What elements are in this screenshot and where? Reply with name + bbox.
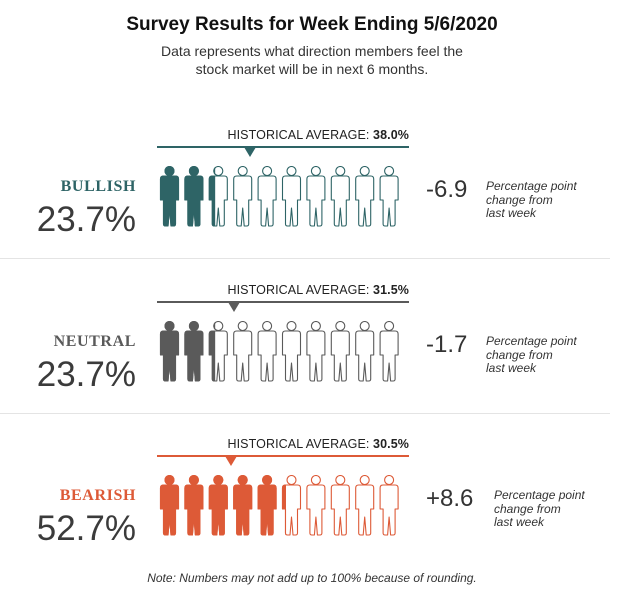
historical-average-label: HISTORICAL AVERAGE: 38.0%: [149, 128, 409, 142]
weekly-change-description: Percentage point change from last week: [486, 334, 577, 376]
row-divider: [0, 258, 610, 259]
historical-average-prefix: HISTORICAL AVERAGE:: [227, 437, 374, 451]
person-icon: [306, 321, 326, 382]
historical-average-value: 30.5%: [373, 437, 409, 451]
weekly-change-description: Percentage point change from last week: [494, 488, 585, 530]
person-icon: [281, 475, 302, 536]
historical-average-line: [157, 455, 409, 457]
person-icon: [355, 166, 375, 227]
people-pictograph: [159, 321, 399, 382]
person-icon: [159, 475, 180, 536]
person-icon: [306, 166, 326, 227]
person-icon: [355, 475, 375, 536]
person-icon: [379, 166, 399, 227]
change-desc-line-2: change from: [486, 192, 553, 207]
person-icon: [330, 321, 350, 382]
rounding-note: Note: Numbers may not add up to 100% bec…: [147, 571, 477, 585]
historical-average-value: 31.5%: [373, 283, 409, 297]
person-icon: [233, 166, 253, 227]
person-icon: [379, 321, 399, 382]
person-icon: [184, 475, 204, 536]
weekly-change-value: -1.7: [426, 331, 468, 358]
person-icon: [233, 321, 253, 382]
person-icon: [257, 321, 277, 382]
change-desc-line-1: Percentage point: [486, 334, 577, 348]
person-icon: [330, 166, 350, 227]
historical-average-label: HISTORICAL AVERAGE: 31.5%: [149, 283, 409, 297]
change-desc-line-3: last week: [486, 206, 537, 220]
person-icon: [208, 321, 228, 382]
change-desc-line-3: last week: [486, 361, 537, 375]
historical-average-line: [157, 301, 409, 303]
person-icon: [281, 321, 302, 382]
weekly-change-description: Percentage point change from last week: [486, 179, 577, 221]
historical-average-marker: [225, 456, 238, 466]
historical-average-marker: [227, 302, 240, 312]
category-percentage: 52.7%: [36, 509, 136, 548]
weekly-change-value: -6.9: [426, 176, 468, 203]
person-icon: [208, 475, 228, 536]
change-desc-line-1: Percentage point: [494, 488, 585, 502]
person-icon: [281, 166, 302, 227]
subtitle-line-2: stock market will be in next 6 months.: [195, 61, 429, 77]
historical-average-prefix: HISTORICAL AVERAGE:: [227, 128, 374, 142]
weekly-change-value: +8.6: [426, 485, 474, 512]
change-desc-line-2: change from: [486, 347, 553, 362]
category-name: BULLISH: [60, 178, 136, 195]
category-name: NEUTRAL: [53, 333, 136, 350]
row-bullish: HISTORICAL AVERAGE: 38.0% BULLISH 23.7% -6.…: [0, 128, 624, 278]
person-icon: [208, 166, 228, 227]
category-percentage: 23.7%: [36, 200, 136, 239]
historical-average-marker: [243, 147, 256, 157]
change-desc-line-2: change from: [494, 501, 561, 516]
historical-average-label: HISTORICAL AVERAGE: 30.5%: [149, 437, 409, 451]
historical-average-line: [157, 146, 409, 148]
person-icon: [257, 475, 277, 536]
row-neutral: HISTORICAL AVERAGE: 31.5% NEUTRAL 23.7% -1.…: [0, 283, 624, 433]
person-icon: [355, 321, 375, 382]
historical-average-prefix: HISTORICAL AVERAGE:: [227, 283, 374, 297]
person-icon: [257, 166, 277, 227]
change-desc-line-1: Percentage point: [486, 179, 577, 193]
chart-subtitle: Data represents what direction members f…: [0, 42, 624, 78]
category-percentage: 23.7%: [36, 355, 136, 394]
people-pictograph: [159, 166, 399, 227]
person-icon: [330, 475, 350, 536]
person-icon: [159, 166, 180, 227]
row-divider: [0, 413, 610, 414]
change-desc-line-3: last week: [494, 515, 545, 529]
person-icon: [159, 321, 180, 382]
person-icon: [379, 475, 399, 536]
person-icon: [306, 475, 326, 536]
person-icon: [184, 166, 204, 227]
person-icon: [233, 475, 253, 536]
row-bearish: HISTORICAL AVERAGE: 30.5% BEARISH 52.7% +8.…: [0, 437, 624, 587]
subtitle-line-1: Data represents what direction members f…: [161, 43, 463, 59]
category-name: BEARISH: [59, 487, 136, 504]
historical-average-value: 38.0%: [373, 128, 409, 142]
people-pictograph: [159, 475, 399, 536]
chart-title: Survey Results for Week Ending 5/6/2020: [126, 14, 498, 35]
person-icon: [184, 321, 204, 382]
